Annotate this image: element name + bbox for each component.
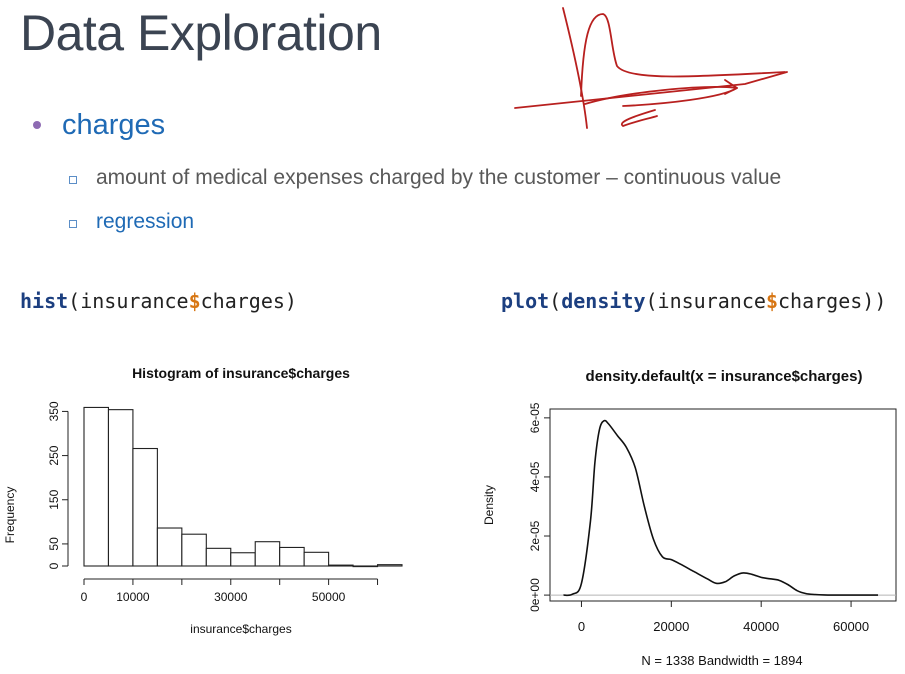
hist-bar xyxy=(107,409,134,567)
code-fn-hist: hist xyxy=(20,289,69,313)
hist-x-tick-label: 10000 xyxy=(116,590,150,604)
ink-arrow-loop xyxy=(584,86,738,107)
density-title: density.default(x = insurance$charges) xyxy=(586,368,863,385)
ink-y-axis xyxy=(562,7,588,129)
code-arg-rest: charges) xyxy=(200,289,297,313)
ink-x-axis xyxy=(514,71,788,109)
slide-title: Data Exploration xyxy=(20,5,382,61)
hist-bar xyxy=(230,552,256,567)
hist-bar xyxy=(156,527,183,567)
sub-bullet-regression: regression xyxy=(96,210,195,233)
density-x-tick-label: 60000 xyxy=(833,619,869,634)
hist-title: Histogram of insurance$charges xyxy=(132,365,350,381)
density-xlabel: N = 1338 Bandwidth = 1894 xyxy=(641,653,802,668)
hist-y-tick-label: 0 xyxy=(47,562,61,569)
hist-ylabel: Frequency xyxy=(3,487,17,544)
hist-bar xyxy=(352,565,379,568)
code-paren: ( xyxy=(549,289,562,313)
hist-bar xyxy=(328,564,354,567)
code-fn-plot: plot xyxy=(501,289,550,313)
density-y-tick-label: 6e-05 xyxy=(528,402,542,433)
hist-bar xyxy=(376,564,403,567)
density-x-tick-label: 20000 xyxy=(653,619,689,634)
hist-y-tick-label: 50 xyxy=(47,537,61,551)
hist-bar xyxy=(303,551,330,567)
density-curve xyxy=(563,419,879,597)
density-ylabel: Density xyxy=(482,485,496,525)
hist-x-tick-label: 0 xyxy=(81,590,88,604)
sub-bullet-description: amount of medical expenses charged by th… xyxy=(96,166,782,189)
density-chart: density.default(x = insurance$charges) D… xyxy=(482,368,897,668)
hist-y-tick-label: 150 xyxy=(47,489,61,509)
density-x-tick-label: 40000 xyxy=(743,619,779,634)
hist-y-tick-label: 250 xyxy=(47,445,61,465)
hist-x-tick-label: 50000 xyxy=(312,590,346,604)
hist-bar xyxy=(83,406,110,567)
hist-y-tick-label: 350 xyxy=(47,401,61,421)
histogram-chart: Histogram of insurance$charges Frequency… xyxy=(3,365,403,636)
code-dollar: $ xyxy=(188,289,201,313)
bullet-charges: charges xyxy=(62,109,166,141)
sub-bullet-marker xyxy=(69,220,77,228)
density-y-tick-label: 4e-05 xyxy=(528,461,542,492)
code-plot-density: plot(density(insurance$charges)) xyxy=(501,289,886,313)
sub-bullet-marker xyxy=(69,176,77,184)
code-fn-density: density xyxy=(561,289,646,313)
code-dollar: $ xyxy=(765,289,778,313)
density-x-tick-label: 0 xyxy=(578,619,585,634)
hist-bar xyxy=(279,546,305,567)
handwritten-sketch xyxy=(514,7,788,129)
density-y-tick-label: 2e-05 xyxy=(528,520,542,551)
code-arg-open: (insurance xyxy=(68,289,189,313)
code-hist: hist(insurance$charges) xyxy=(20,289,297,313)
hist-bar xyxy=(132,447,158,567)
ink-arrowhead xyxy=(724,79,738,95)
hist-xlabel: insurance$charges xyxy=(190,622,291,636)
ink-small-arrow xyxy=(620,109,658,127)
code-arg-open: (insurance xyxy=(645,289,766,313)
hist-bar xyxy=(181,533,207,567)
hist-bar xyxy=(254,541,281,567)
density-y-tick-label: 0e+00 xyxy=(528,578,542,612)
hist-x-tick-label: 30000 xyxy=(214,590,248,604)
code-arg-rest: charges)) xyxy=(777,289,887,313)
hist-bar xyxy=(205,547,232,567)
ink-density-curve xyxy=(580,13,786,97)
bullet-dot xyxy=(33,121,41,129)
density-plot-box xyxy=(549,408,897,602)
